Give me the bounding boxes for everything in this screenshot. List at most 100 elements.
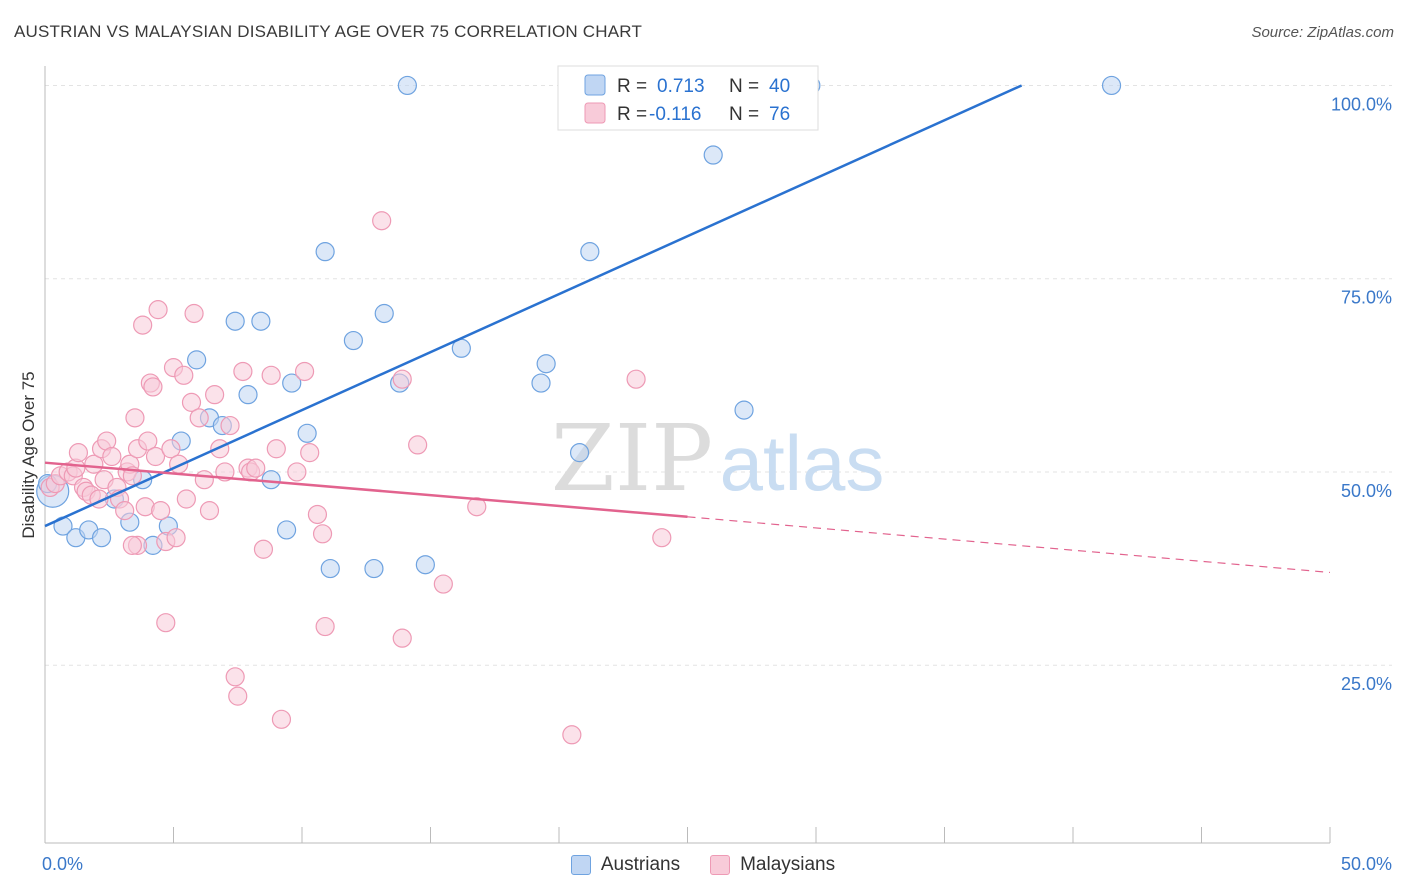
malaysians-point-24 <box>122 535 142 555</box>
malaysians-point-51 <box>225 667 245 687</box>
austrians-point-36 <box>734 400 754 420</box>
legend-item-malaysians[interactable]: Malaysians <box>710 852 835 878</box>
malaysians-point-28 <box>138 431 158 451</box>
malaysians-point-41 <box>176 489 196 509</box>
malaysians-point-33 <box>151 501 171 521</box>
watermark-atlas: atlas <box>720 419 885 507</box>
malaysians-n-label: N = <box>729 104 759 125</box>
malaysians-point-59 <box>266 439 286 459</box>
austrians-point-15 <box>238 385 258 405</box>
austrians-point-35 <box>703 145 723 165</box>
legend-item-austrians[interactable]: Austrians <box>570 852 681 878</box>
malaysians-trend-extension <box>687 516 1331 574</box>
austrians-point-4 <box>91 528 112 548</box>
malaysians-point-61 <box>287 462 307 482</box>
malaysians-point-68 <box>392 628 412 648</box>
malaysians-point-70 <box>408 435 428 455</box>
austrians-n-label: N = <box>729 76 759 97</box>
malaysians-point-46 <box>199 501 220 521</box>
malaysians-point-64 <box>307 504 328 525</box>
austrians-stats-swatch <box>584 74 606 96</box>
malaysians-point-62 <box>294 361 315 382</box>
malaysians-stats-swatch <box>584 102 606 124</box>
austrians-point-30 <box>531 373 551 393</box>
austrians-point-19 <box>282 373 302 393</box>
austrians-point-22 <box>320 558 340 579</box>
malaysians-point-31 <box>145 446 166 467</box>
austrians-point-18 <box>276 520 297 540</box>
malaysians-n-value: 76 <box>769 104 790 125</box>
malaysians-point-67 <box>372 211 392 231</box>
stats-legend: R = 0.713 N = 40 R = -0.116 N = 76 <box>557 65 819 131</box>
austrians-point-32 <box>569 443 590 463</box>
austrians-point-16 <box>251 311 271 331</box>
austrians-n-value: 40 <box>769 76 790 97</box>
malaysians-point-58 <box>261 365 281 385</box>
malaysians-point-30 <box>143 377 163 397</box>
malaysians-point-50 <box>220 415 240 436</box>
austrians-point-17 <box>261 470 281 490</box>
malaysians-point-47 <box>205 385 225 405</box>
series-legend: Austrians Malaysians <box>0 852 1406 878</box>
malaysians-point-74 <box>652 528 672 548</box>
malaysians-point-25 <box>125 408 145 428</box>
malaysians-point-45 <box>194 470 214 490</box>
watermark: ZIP atlas <box>551 405 884 512</box>
malaysians-swatch <box>710 855 731 875</box>
malaysians-r-label: R = <box>617 104 647 125</box>
austrians-point-20 <box>297 423 317 443</box>
malaysians-point-60 <box>271 709 292 729</box>
malaysians-point-69 <box>392 369 412 389</box>
austrians-point-25 <box>374 303 394 324</box>
data-points <box>36 75 1122 745</box>
austrians-r-label: R = <box>617 76 647 97</box>
legend-label-malaysians: Malaysians <box>740 854 836 875</box>
malaysians-point-42 <box>181 392 202 412</box>
malaysians-point-32 <box>148 300 168 320</box>
malaysians-point-57 <box>253 539 274 559</box>
malaysians-point-53 <box>233 361 253 382</box>
austrians-swatch <box>570 855 591 875</box>
malaysians-point-75 <box>467 497 487 517</box>
y-tick-label-2: 75.0% <box>1341 288 1392 308</box>
malaysians-trend-line <box>44 461 688 519</box>
malaysians-point-40 <box>174 365 194 385</box>
malaysians-point-38 <box>166 528 186 548</box>
malaysians-point-63 <box>300 443 320 463</box>
malaysians-point-18 <box>115 501 135 521</box>
austrians-point-24 <box>364 558 384 579</box>
malaysians-point-36 <box>161 439 181 459</box>
malaysians-point-52 <box>228 686 248 706</box>
y-tick-label-1: 50.0% <box>1341 481 1392 501</box>
y-tick-label-3: 100.0% <box>1331 94 1392 114</box>
austrians-point-21 <box>315 242 335 262</box>
malaysians-point-65 <box>312 524 333 544</box>
austrians-point-38 <box>1101 75 1122 96</box>
malaysians-point-15 <box>102 446 122 467</box>
malaysians-point-43 <box>184 303 204 324</box>
malaysians-point-35 <box>156 613 176 633</box>
austrians-trend-line <box>44 84 1023 528</box>
austrians-point-28 <box>415 555 435 575</box>
source-label: Source: ZipAtlas.com <box>1251 24 1394 41</box>
austrians-point-11 <box>187 350 207 370</box>
austrians-point-33 <box>580 242 600 262</box>
malaysians-point-72 <box>562 725 582 745</box>
malaysians-point-71 <box>433 574 453 594</box>
x-tick-label-min: 0.0% <box>42 854 83 874</box>
malaysians-point-56 <box>246 458 266 478</box>
trend-lines <box>44 84 1331 574</box>
chart-title: AUSTRIAN VS MALAYSIAN DISABILITY AGE OVE… <box>14 22 643 41</box>
legend-label-austrians: Austrians <box>600 854 681 875</box>
x-tick-label-max: 50.0% <box>1341 854 1392 874</box>
y-tick-label-0: 25.0% <box>1341 674 1392 694</box>
austrians-point-31 <box>536 354 556 374</box>
malaysians-r-value: -0.116 <box>649 104 701 125</box>
malaysians-point-26 <box>133 315 153 335</box>
malaysians-point-10 <box>84 454 104 474</box>
austrians-point-27 <box>397 75 417 96</box>
austrians-point-14 <box>225 311 245 331</box>
malaysians-point-73 <box>626 369 646 389</box>
axes <box>44 66 1331 844</box>
